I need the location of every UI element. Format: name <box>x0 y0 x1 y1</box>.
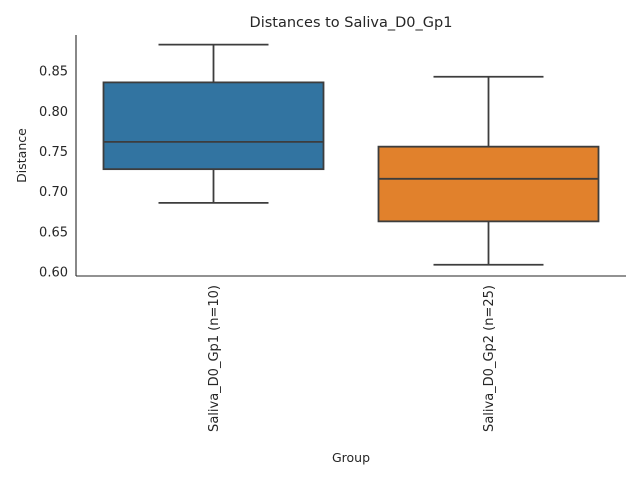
y-tick-label: 0.60 <box>39 265 68 280</box>
x-axis-ticks: Saliva_D0_Gp1 (n=10) Saliva_D0_Gp2 (n=25) <box>207 285 497 432</box>
chart-title: Distances to Saliva_D0_Gp1 <box>250 15 453 31</box>
y-tick-label: 0.70 <box>39 185 68 200</box>
x-tick-label: Saliva_D0_Gp2 (n=25) <box>482 285 497 432</box>
iqr-box <box>377 145 600 223</box>
x-axis-label: Group <box>332 450 370 465</box>
y-tick-label: 0.80 <box>39 105 68 120</box>
y-axis-ticks: 0.60 0.65 0.70 0.75 0.80 0.85 <box>39 65 68 281</box>
y-axis-label: Distance <box>14 128 29 183</box>
y-tick-label: 0.75 <box>39 145 68 160</box>
x-tick-label: Saliva_D0_Gp1 (n=10) <box>207 285 222 432</box>
box-group <box>102 43 325 204</box>
y-tick-label: 0.65 <box>39 225 68 240</box>
box-group <box>377 75 600 266</box>
y-tick-label: 0.85 <box>39 65 68 80</box>
iqr-box <box>102 81 325 171</box>
boxes-layer <box>102 43 600 266</box>
